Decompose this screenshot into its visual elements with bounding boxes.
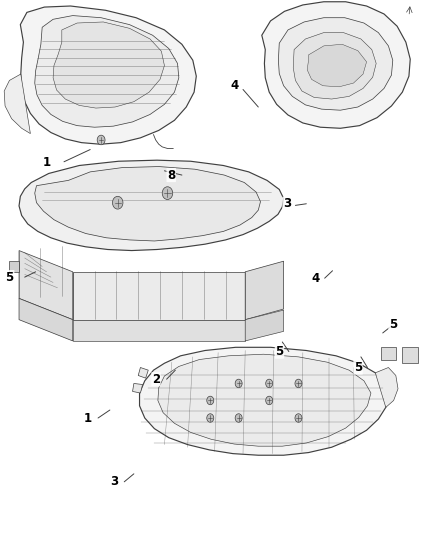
Polygon shape bbox=[19, 160, 284, 251]
Text: 5: 5 bbox=[354, 361, 362, 374]
Polygon shape bbox=[381, 348, 396, 360]
Polygon shape bbox=[140, 348, 389, 455]
Polygon shape bbox=[19, 298, 73, 341]
Polygon shape bbox=[402, 348, 418, 364]
Polygon shape bbox=[35, 166, 261, 241]
Text: 5: 5 bbox=[6, 271, 14, 284]
Polygon shape bbox=[293, 33, 376, 99]
Text: 4: 4 bbox=[311, 272, 319, 285]
Text: 1: 1 bbox=[43, 156, 51, 169]
Polygon shape bbox=[4, 74, 30, 134]
Polygon shape bbox=[133, 383, 143, 393]
Polygon shape bbox=[138, 368, 148, 378]
Text: 3: 3 bbox=[110, 475, 119, 488]
Text: 5: 5 bbox=[276, 345, 284, 358]
Text: 3: 3 bbox=[283, 197, 291, 211]
Polygon shape bbox=[35, 15, 179, 127]
Polygon shape bbox=[20, 6, 196, 144]
Polygon shape bbox=[73, 320, 245, 341]
Polygon shape bbox=[262, 2, 410, 128]
Circle shape bbox=[113, 196, 123, 209]
Polygon shape bbox=[73, 272, 245, 320]
Circle shape bbox=[295, 414, 302, 422]
Circle shape bbox=[207, 414, 214, 422]
Polygon shape bbox=[245, 310, 284, 341]
Circle shape bbox=[235, 379, 242, 387]
Circle shape bbox=[162, 187, 173, 199]
Text: 5: 5 bbox=[389, 319, 397, 332]
Text: 4: 4 bbox=[230, 79, 239, 92]
Polygon shape bbox=[19, 251, 73, 320]
Circle shape bbox=[235, 414, 242, 422]
Circle shape bbox=[295, 379, 302, 387]
Text: 1: 1 bbox=[83, 411, 92, 424]
Polygon shape bbox=[375, 368, 398, 407]
Polygon shape bbox=[53, 22, 164, 108]
Text: 2: 2 bbox=[152, 373, 160, 386]
Polygon shape bbox=[307, 44, 367, 87]
Circle shape bbox=[266, 396, 273, 405]
Polygon shape bbox=[245, 261, 284, 320]
Polygon shape bbox=[279, 18, 393, 110]
Text: 8: 8 bbox=[167, 168, 175, 182]
Circle shape bbox=[97, 135, 105, 145]
Circle shape bbox=[266, 379, 273, 387]
Polygon shape bbox=[158, 354, 371, 446]
Polygon shape bbox=[9, 261, 19, 272]
Circle shape bbox=[207, 396, 214, 405]
